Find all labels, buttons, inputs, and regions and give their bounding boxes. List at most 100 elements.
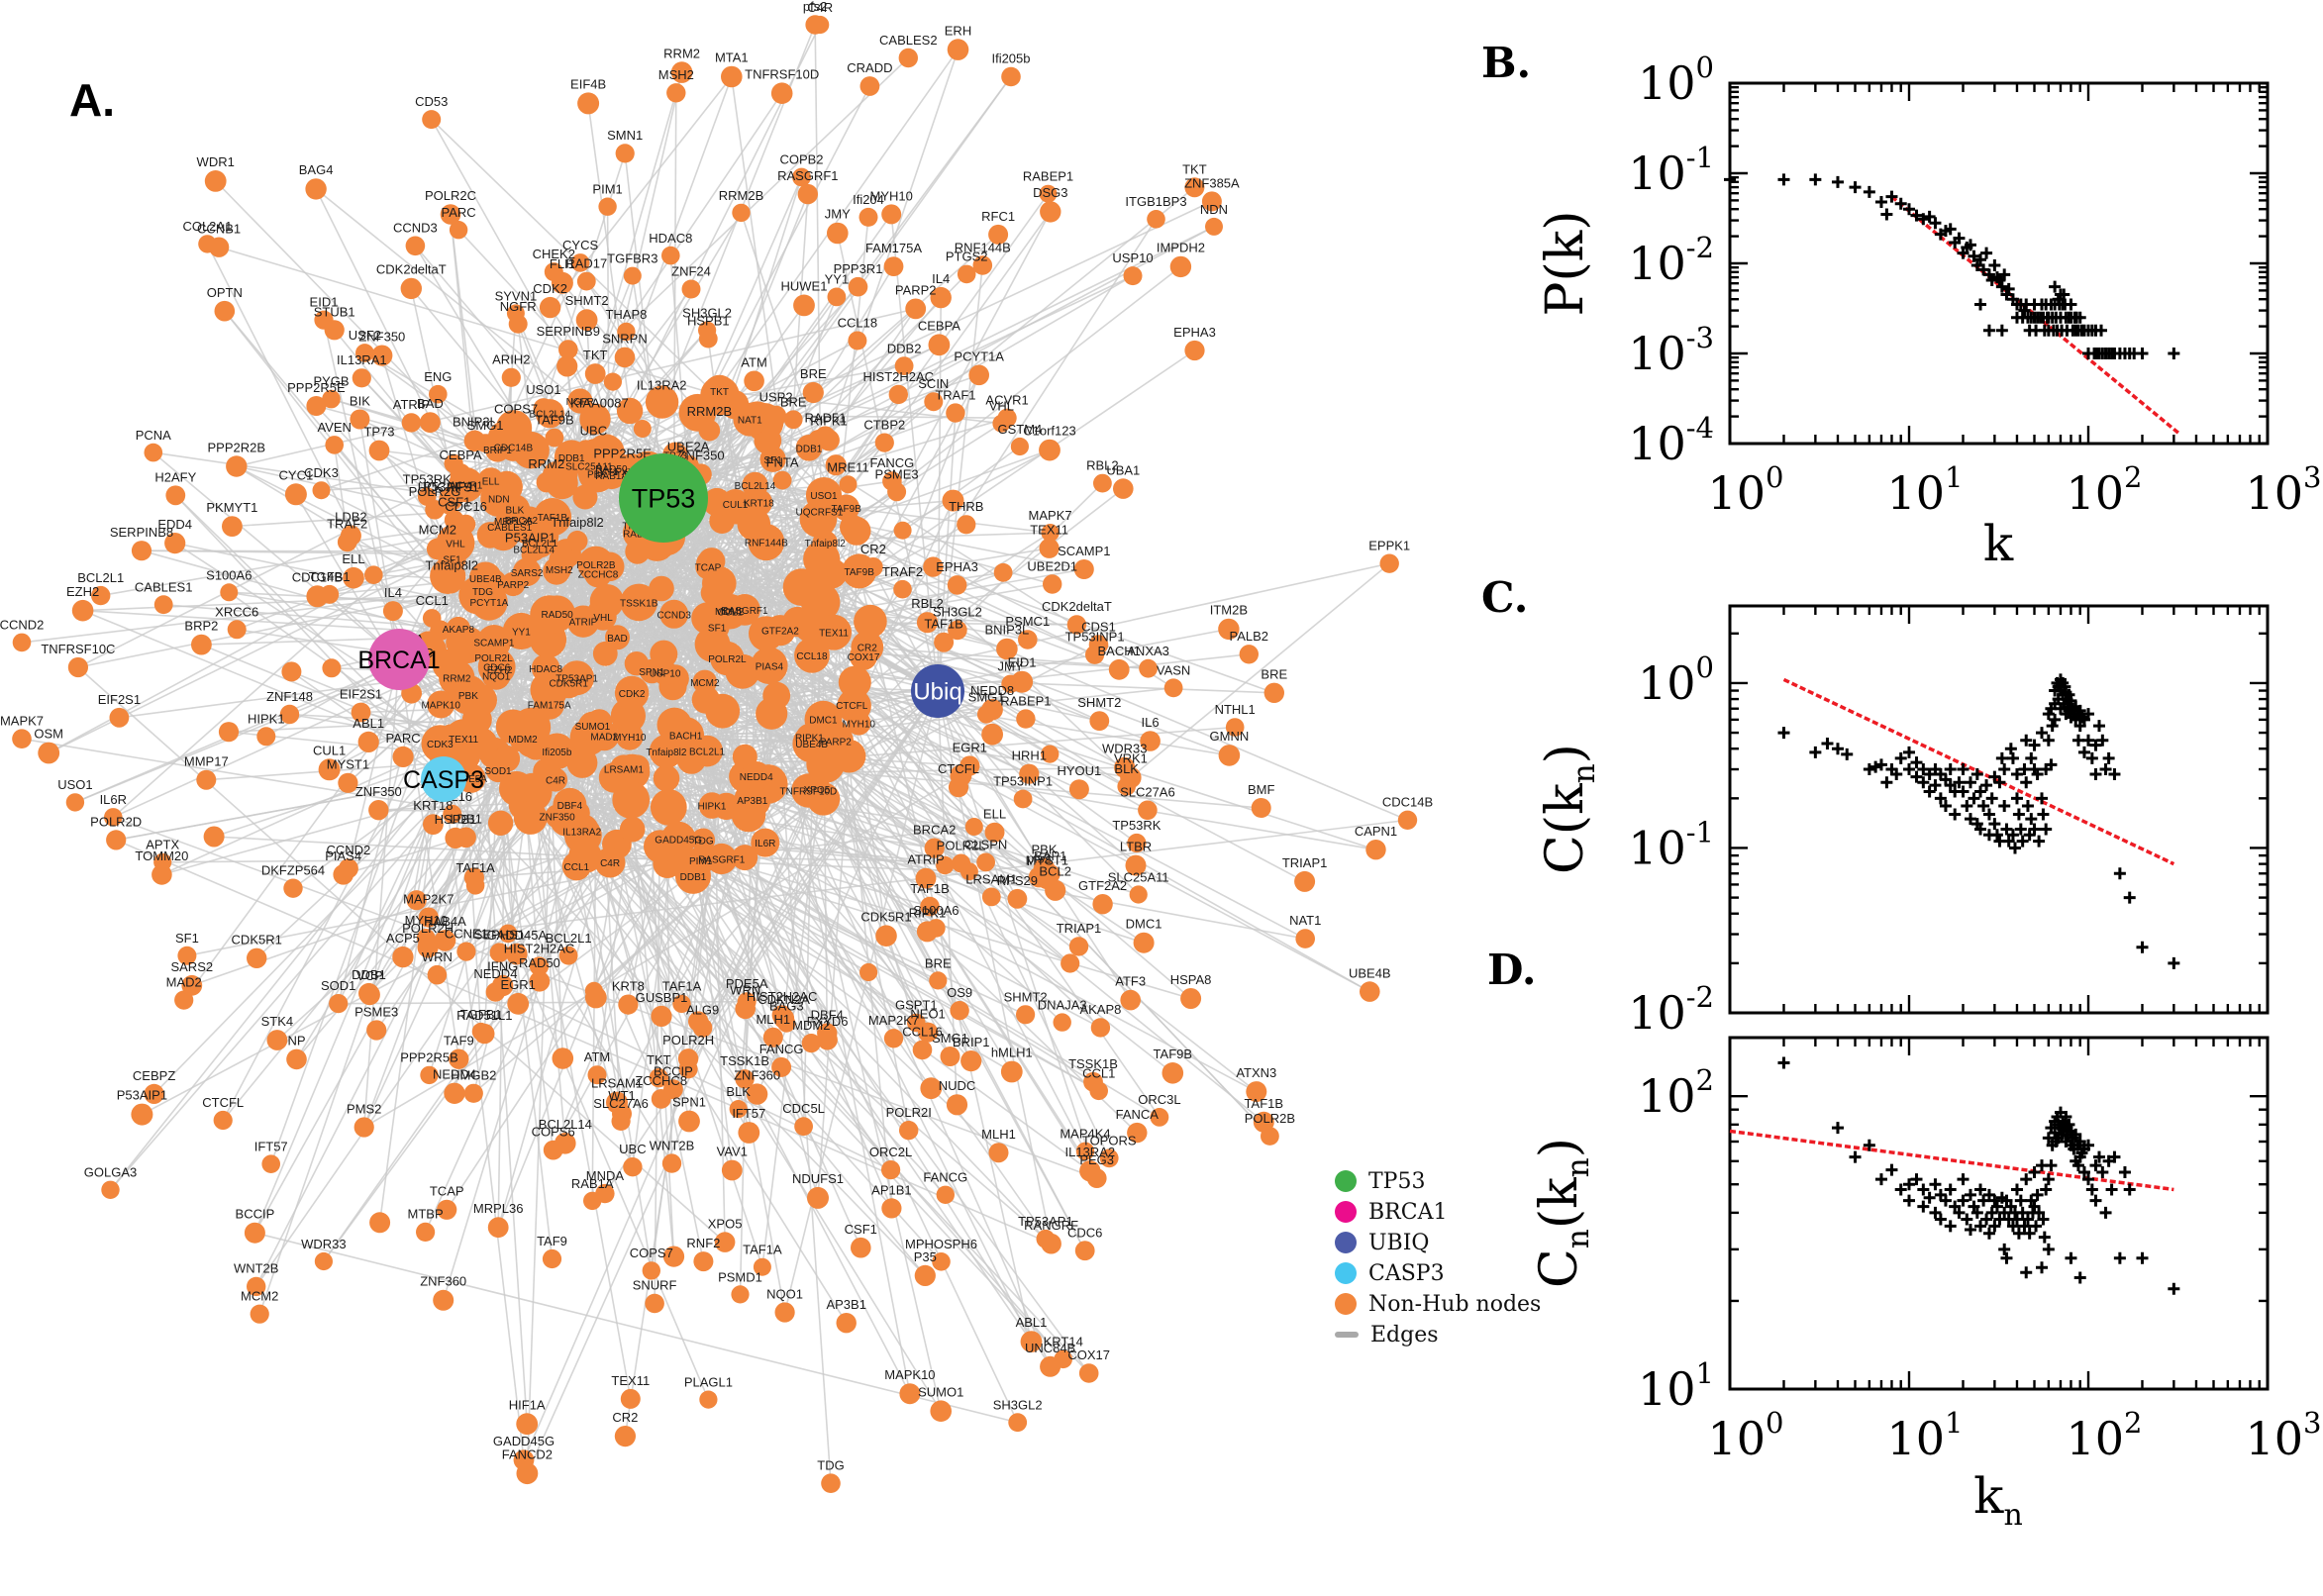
- node-label: GOLGA3: [84, 1165, 137, 1180]
- node-label: IFT57: [732, 1106, 765, 1121]
- network-edge: [152, 451, 400, 660]
- network-node: [1041, 524, 1060, 543]
- node-label: PEG3: [1079, 1152, 1114, 1167]
- network-edge: [585, 280, 663, 403]
- network-node: [993, 562, 1013, 582]
- network-node: [976, 705, 996, 724]
- data-point: [1777, 727, 1790, 740]
- network-node: [996, 638, 1018, 660]
- network-node: [1295, 929, 1315, 948]
- network-node: [539, 296, 561, 319]
- node-label: TSSK1B: [720, 1053, 769, 1068]
- network-node: [1073, 559, 1094, 579]
- network-node: [1039, 439, 1060, 461]
- network-edge: [292, 778, 445, 889]
- node-label: TAF1B: [538, 513, 568, 524]
- network-node: [338, 772, 358, 793]
- node-label: PPP2R5E: [287, 380, 346, 395]
- node-label: CDC14B: [1382, 795, 1433, 810]
- node-label: IL13RA2: [637, 378, 687, 393]
- legend-item: TP53: [1335, 1168, 1541, 1194]
- network-node: [505, 417, 527, 440]
- network-node: [946, 1094, 968, 1116]
- network-node: [1163, 678, 1183, 698]
- node-label: WRN: [730, 983, 760, 998]
- network-node: [558, 946, 578, 965]
- network-node: [957, 515, 976, 535]
- node-label: MTBP: [408, 1207, 444, 1222]
- node-label: CDK5R1: [860, 909, 911, 924]
- network-edge: [254, 1232, 1018, 1424]
- node-label: APTX: [146, 838, 179, 852]
- data-point: [2168, 1282, 2180, 1295]
- data-point: [1974, 785, 1987, 798]
- network-node: [38, 742, 60, 764]
- data-point: [2020, 1266, 2033, 1279]
- data-point: [2042, 1243, 2055, 1255]
- node-label: MAP2K7: [403, 892, 454, 907]
- data-point: [2071, 1159, 2084, 1172]
- node-label: WDR33: [1102, 742, 1148, 756]
- node-label: EZH2: [66, 584, 99, 599]
- node-label: ELL: [342, 551, 364, 566]
- node-label: AP1B1: [871, 1182, 911, 1197]
- network-node: [721, 1159, 743, 1181]
- y-tick-label: 10-2: [1628, 231, 1714, 290]
- node-label: GADD45G: [655, 835, 702, 846]
- network-edge: [765, 401, 935, 544]
- node-label: UBE2A: [667, 440, 710, 454]
- node-label: CDC6: [1067, 1225, 1102, 1240]
- network-node: [1225, 718, 1245, 737]
- data-point: [2168, 348, 2180, 359]
- node-label: MYH10: [843, 719, 876, 730]
- data-point: [2031, 768, 2044, 781]
- node-label: GMNN: [1210, 729, 1250, 744]
- network-node: [314, 1251, 333, 1271]
- network-node: [174, 990, 194, 1010]
- node-label: EGR1: [500, 977, 535, 992]
- node-label: MRPL36: [473, 1201, 524, 1216]
- data-point: [2095, 324, 2108, 337]
- network-node: [1150, 1108, 1169, 1127]
- network-node: [543, 557, 570, 585]
- data-point: [2008, 842, 2021, 854]
- node-label: TOMM20: [135, 848, 188, 863]
- node-label: ZNF350: [358, 329, 405, 344]
- legend-swatch-casp3: [1335, 1262, 1357, 1284]
- hub-label-ubiq: Ubiq: [913, 679, 961, 706]
- node-label: MSH2: [658, 67, 694, 82]
- network-node: [960, 862, 978, 881]
- node-label: TRIAP1: [1057, 921, 1102, 936]
- network-edge: [443, 778, 926, 1276]
- node-label: PDE5A: [454, 774, 487, 785]
- data-point: [1944, 763, 1957, 776]
- network-node: [888, 384, 908, 405]
- network-node: [603, 372, 623, 391]
- x-tick-label: 102: [2067, 460, 2143, 520]
- network-edge: [337, 778, 445, 1004]
- network-node: [899, 1121, 919, 1141]
- data-point: [1809, 746, 1822, 758]
- network-node: [1060, 953, 1080, 973]
- network-edge: [937, 297, 942, 692]
- legend-label: TP53: [1368, 1168, 1426, 1194]
- network-edge: [849, 680, 1023, 757]
- network-node: [392, 946, 414, 968]
- network-node: [1016, 1005, 1036, 1025]
- network-node: [751, 828, 780, 857]
- network-node: [770, 82, 793, 104]
- data-point: [1980, 1213, 1993, 1226]
- node-label: C4R: [546, 776, 565, 787]
- network-node: [575, 440, 597, 461]
- node-label: HIST2H2AC: [863, 369, 935, 384]
- node-label: PALB2: [1230, 629, 1269, 644]
- node-label: MAP4K4: [1060, 1127, 1110, 1142]
- network-edge: [729, 611, 952, 1057]
- node-label: FAM175A: [528, 700, 571, 711]
- node-label: ARIH2: [492, 352, 530, 367]
- node-label: MSH2: [546, 565, 573, 576]
- node-label: TOPORS: [1082, 1133, 1137, 1147]
- network-node: [899, 1383, 921, 1405]
- network-node: [774, 1302, 795, 1323]
- network-node: [1294, 870, 1316, 892]
